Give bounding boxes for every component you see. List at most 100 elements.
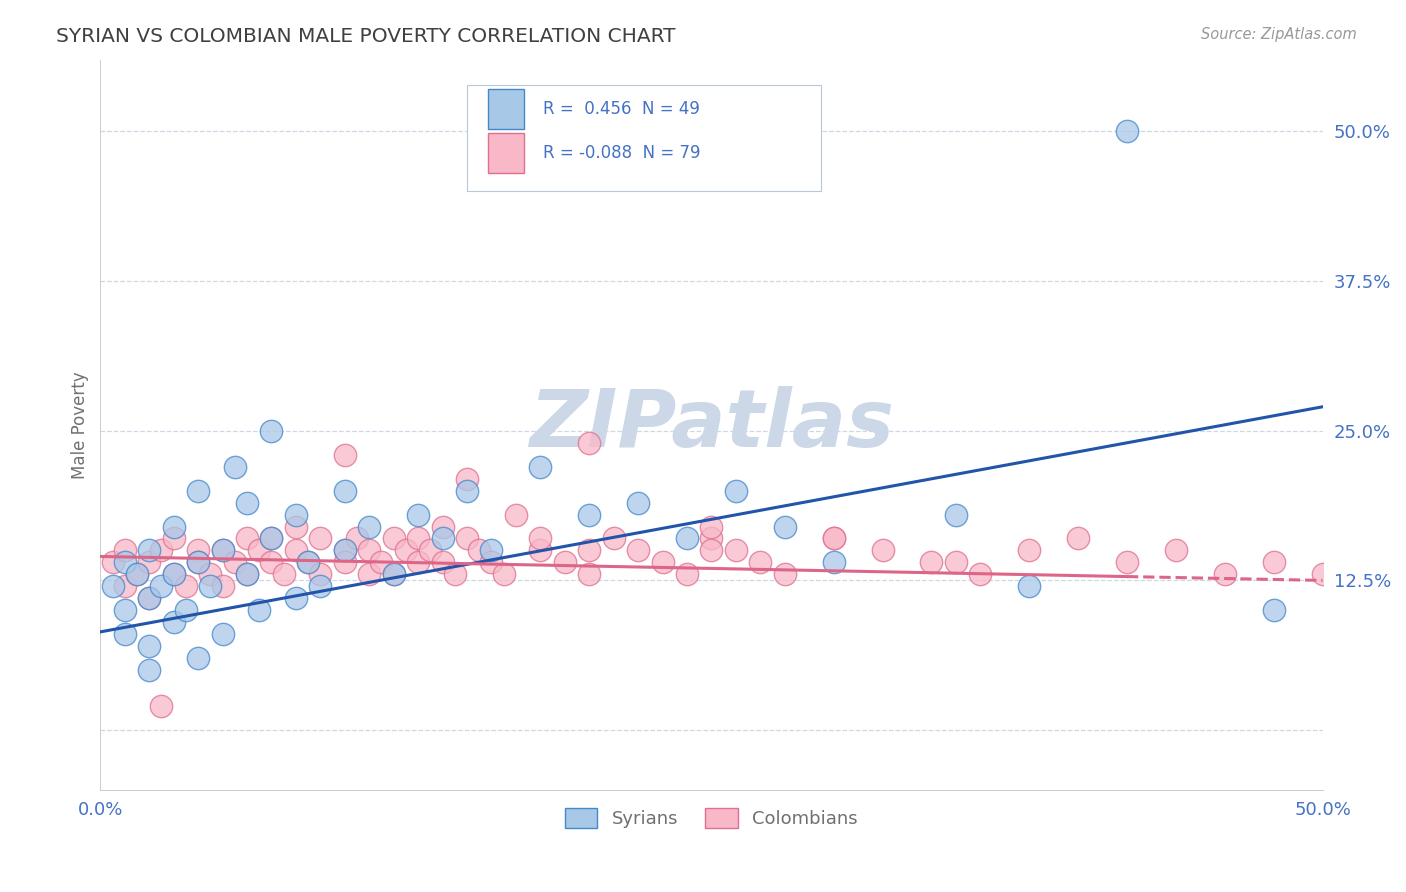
Point	[187, 556, 209, 570]
Point	[138, 556, 160, 570]
Point	[481, 543, 503, 558]
Point	[432, 556, 454, 570]
Point	[114, 543, 136, 558]
Point	[187, 556, 209, 570]
Point	[1018, 543, 1040, 558]
Text: SYRIAN VS COLOMBIAN MALE POVERTY CORRELATION CHART: SYRIAN VS COLOMBIAN MALE POVERTY CORRELA…	[56, 27, 676, 45]
Point	[163, 532, 186, 546]
Point	[578, 567, 600, 582]
Point	[273, 567, 295, 582]
Point	[138, 639, 160, 653]
Point	[138, 591, 160, 606]
Point	[627, 543, 650, 558]
Point	[236, 495, 259, 509]
Point	[969, 567, 991, 582]
Point	[945, 556, 967, 570]
Point	[554, 556, 576, 570]
Point	[359, 519, 381, 533]
Point	[114, 603, 136, 617]
Point	[578, 543, 600, 558]
Point	[724, 543, 747, 558]
Point	[200, 579, 222, 593]
Point	[359, 567, 381, 582]
Point	[481, 556, 503, 570]
Point	[138, 591, 160, 606]
Point	[150, 699, 173, 714]
Point	[333, 448, 356, 462]
Point	[1067, 532, 1090, 546]
Legend: Syrians, Colombians: Syrians, Colombians	[558, 800, 865, 836]
Point	[174, 579, 197, 593]
Point	[163, 567, 186, 582]
Point	[419, 543, 441, 558]
FancyBboxPatch shape	[488, 89, 524, 129]
Point	[163, 519, 186, 533]
Point	[260, 556, 283, 570]
Point	[1116, 556, 1139, 570]
Point	[676, 532, 699, 546]
Point	[529, 459, 551, 474]
Point	[406, 556, 429, 570]
Point	[187, 543, 209, 558]
Point	[872, 543, 894, 558]
Point	[309, 532, 332, 546]
Point	[1116, 124, 1139, 138]
Point	[333, 483, 356, 498]
Point	[676, 567, 699, 582]
Point	[602, 532, 624, 546]
Text: R = -0.088  N = 79: R = -0.088 N = 79	[543, 144, 700, 161]
Point	[247, 543, 270, 558]
Point	[297, 556, 319, 570]
Point	[529, 543, 551, 558]
Point	[627, 495, 650, 509]
Point	[700, 519, 723, 533]
Point	[187, 651, 209, 665]
Point	[1164, 543, 1187, 558]
Point	[114, 627, 136, 641]
Point	[492, 567, 515, 582]
Point	[395, 543, 418, 558]
Point	[382, 567, 405, 582]
Point	[247, 603, 270, 617]
Point	[236, 567, 259, 582]
Point	[211, 627, 233, 641]
Point	[333, 543, 356, 558]
Point	[1263, 556, 1285, 570]
Point	[187, 483, 209, 498]
Point	[333, 556, 356, 570]
Point	[382, 532, 405, 546]
Point	[309, 579, 332, 593]
Point	[224, 459, 246, 474]
Point	[260, 424, 283, 438]
Point	[150, 579, 173, 593]
Point	[749, 556, 772, 570]
Point	[211, 543, 233, 558]
Point	[773, 519, 796, 533]
Point	[359, 543, 381, 558]
Point	[823, 556, 845, 570]
Point	[224, 556, 246, 570]
Point	[920, 556, 942, 570]
Point	[163, 615, 186, 630]
Point	[1312, 567, 1334, 582]
Point	[456, 472, 478, 486]
Point	[200, 567, 222, 582]
Point	[125, 567, 148, 582]
Point	[114, 556, 136, 570]
Point	[443, 567, 465, 582]
Point	[578, 435, 600, 450]
Point	[260, 532, 283, 546]
Point	[284, 519, 307, 533]
Point	[456, 483, 478, 498]
Point	[432, 519, 454, 533]
Text: R =  0.456  N = 49: R = 0.456 N = 49	[543, 100, 700, 118]
Point	[309, 567, 332, 582]
Text: ZIPatlas: ZIPatlas	[529, 385, 894, 464]
Point	[823, 532, 845, 546]
Point	[211, 543, 233, 558]
Point	[505, 508, 527, 522]
Point	[823, 532, 845, 546]
Point	[468, 543, 491, 558]
Y-axis label: Male Poverty: Male Poverty	[72, 371, 89, 479]
Point	[211, 579, 233, 593]
